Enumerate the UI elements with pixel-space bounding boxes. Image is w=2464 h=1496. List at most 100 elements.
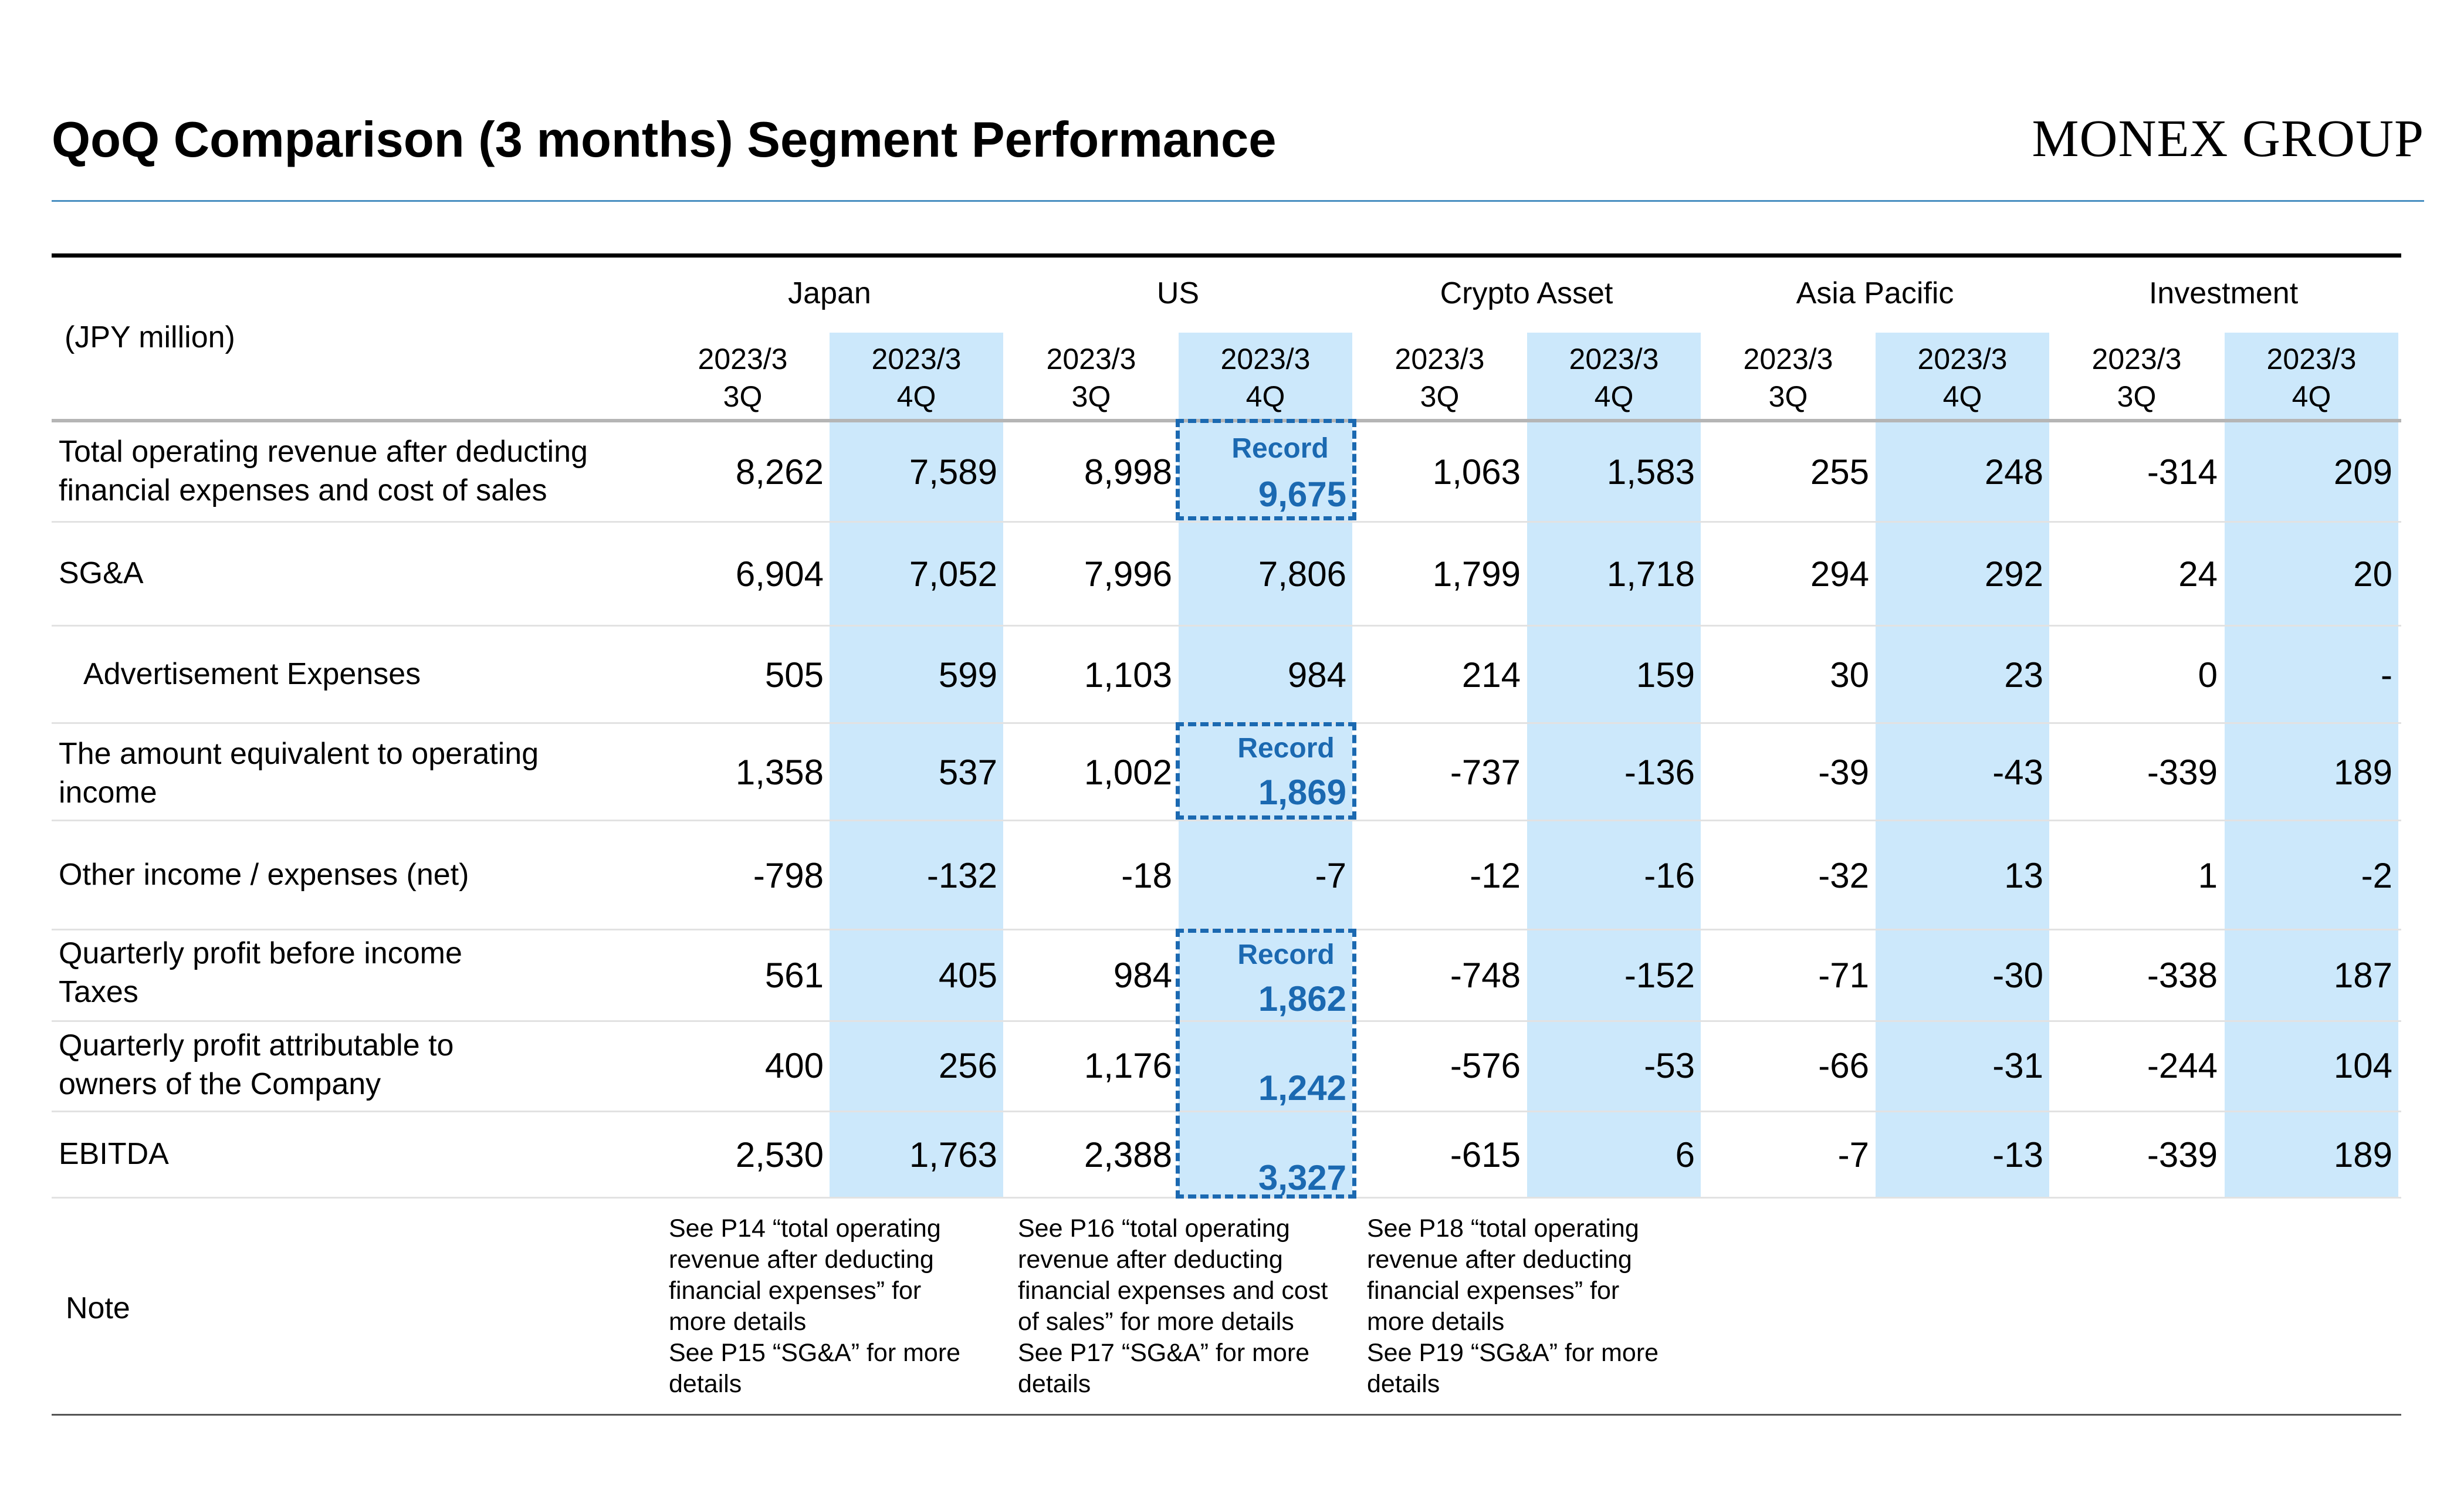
page-title: QoQ Comparison (3 months) Segment Perfor… bbox=[52, 112, 1277, 168]
table-cell: 255 bbox=[1810, 452, 1869, 492]
period-header: 2023/3 3Q bbox=[698, 343, 788, 413]
period-header: 2023/3 3Q bbox=[1395, 343, 1485, 413]
note-us: See P16 “total operating revenue after d… bbox=[1018, 1214, 1328, 1398]
table-cell: 104 bbox=[2333, 1046, 2392, 1085]
period-header: 2023/3 3Q bbox=[1743, 343, 1833, 413]
table-cell: 984 bbox=[1287, 655, 1346, 695]
table-cell: -31 bbox=[1992, 1046, 2043, 1085]
table-cell: 505 bbox=[764, 655, 824, 695]
table-cell: 8,998 bbox=[1084, 452, 1172, 492]
table-cell: -7 bbox=[1837, 1135, 1869, 1175]
table-cell: -737 bbox=[1450, 753, 1521, 792]
note-crypto-asset: See P18 “total operating revenue after d… bbox=[1367, 1214, 1659, 1398]
segment-header-us: US bbox=[1156, 276, 1200, 310]
table-cell: 189 bbox=[2333, 1135, 2392, 1175]
table-cell: 1 bbox=[2198, 856, 2218, 895]
table-cell: 20 bbox=[2353, 554, 2392, 594]
segment-header-crypto-asset: Crypto Asset bbox=[1440, 276, 1613, 310]
table-cell: 30 bbox=[1830, 655, 1869, 695]
table-cell: 0 bbox=[2198, 655, 2218, 695]
record-value: 1,862 bbox=[1258, 979, 1346, 1018]
table-cell: -39 bbox=[1818, 753, 1869, 792]
table-cell: 537 bbox=[938, 753, 997, 792]
title-divider bbox=[52, 200, 2424, 202]
table-cell: -136 bbox=[1624, 753, 1695, 792]
table-cell: 400 bbox=[764, 1046, 824, 1085]
table-cell: 1,176 bbox=[1084, 1046, 1172, 1085]
table-cell: 561 bbox=[764, 956, 824, 995]
table-cell: -30 bbox=[1992, 956, 2043, 995]
table-cell: -43 bbox=[1992, 753, 2043, 792]
table-cell: 24 bbox=[2178, 554, 2218, 594]
table-cell: 7,052 bbox=[909, 554, 997, 594]
row-divider bbox=[52, 820, 2401, 821]
table-cell: 159 bbox=[1636, 655, 1695, 695]
row-label-other-income-expenses: Other income / expenses (net) bbox=[59, 858, 469, 892]
note-label: Note bbox=[66, 1291, 130, 1325]
table-cell: 6 bbox=[1675, 1135, 1695, 1175]
row-label-advertisement-expenses: Advertisement Expenses bbox=[83, 657, 421, 691]
row-divider bbox=[52, 521, 2401, 523]
table-cell: 984 bbox=[1113, 956, 1172, 995]
table-cell: -244 bbox=[2147, 1046, 2218, 1085]
table-cell: -132 bbox=[926, 856, 997, 895]
table-cell: -13 bbox=[1992, 1135, 2043, 1175]
investment-4q-highlight bbox=[2225, 333, 2398, 1198]
table-cell: 23 bbox=[2004, 655, 2043, 695]
period-header: 2023/3 3Q bbox=[2091, 343, 2182, 413]
period-header: 2023/3 4Q bbox=[1569, 343, 1659, 413]
row-divider bbox=[52, 625, 2401, 627]
table-cell: -32 bbox=[1818, 856, 1869, 895]
record-box-operating-income bbox=[1176, 722, 1356, 820]
japan-4q-highlight bbox=[830, 333, 1003, 1198]
table-cell: -2 bbox=[2361, 856, 2392, 895]
table-cell: 292 bbox=[1984, 554, 2043, 594]
table-cell: 8,262 bbox=[735, 452, 824, 492]
row-label-profit-attributable: Quarterly profit attributable to owners o… bbox=[59, 1028, 454, 1101]
table-cell: 1,002 bbox=[1084, 753, 1172, 792]
row-divider bbox=[52, 1020, 2401, 1022]
record-value: 1,869 bbox=[1258, 773, 1346, 812]
row-label-operating-income: The amount equivalent to operating income bbox=[59, 737, 539, 810]
table-cell: 13 bbox=[2004, 856, 2043, 895]
table-cell: 294 bbox=[1810, 554, 1869, 594]
monex-group-logo: MONEX GROUP bbox=[2032, 110, 2424, 168]
row-label-total-operating-revenue: Total operating revenue after deducting f… bbox=[59, 435, 588, 507]
period-header: 2023/3 4Q bbox=[871, 343, 962, 413]
table-cell: -53 bbox=[1644, 1046, 1695, 1085]
crypto-4q-highlight bbox=[1527, 333, 1701, 1198]
table-cell: 256 bbox=[938, 1046, 997, 1085]
record-value: 3,327 bbox=[1258, 1158, 1346, 1197]
period-header: 2023/3 4Q bbox=[1917, 343, 2008, 413]
table-cell: 1,799 bbox=[1432, 554, 1521, 594]
segment-header-japan: Japan bbox=[788, 276, 871, 310]
record-box-profit-ebitda bbox=[1176, 929, 1356, 1199]
table-cell: 2,388 bbox=[1084, 1135, 1172, 1175]
record-box-operating-revenue bbox=[1176, 419, 1356, 520]
table-cell: -16 bbox=[1644, 856, 1695, 895]
row-divider bbox=[52, 1111, 2401, 1112]
us-4q-highlight bbox=[1179, 333, 1352, 1198]
table-cell: 248 bbox=[1984, 452, 2043, 492]
asia-pacific-4q-highlight bbox=[1876, 333, 2049, 1198]
table-cell: 7,996 bbox=[1084, 554, 1172, 594]
table-cell: -152 bbox=[1624, 956, 1695, 995]
table-cell: 405 bbox=[938, 956, 997, 995]
period-header: 2023/3 4Q bbox=[2266, 343, 2357, 413]
segment-header-asia-pacific: Asia Pacific bbox=[1796, 276, 1954, 310]
table-cell: -71 bbox=[1818, 956, 1869, 995]
table-cell: 187 bbox=[2333, 956, 2392, 995]
segment-header-investment: Investment bbox=[2148, 276, 2299, 310]
table-cell: -7 bbox=[1315, 856, 1346, 895]
record-label: Record bbox=[1231, 433, 1329, 464]
table-cell: -615 bbox=[1450, 1135, 1521, 1175]
table-cell: 599 bbox=[938, 655, 997, 695]
table-cell: 1,718 bbox=[1606, 554, 1695, 594]
table-cell: 209 bbox=[2333, 452, 2392, 492]
table-cell: 6,904 bbox=[735, 554, 824, 594]
record-value: 1,242 bbox=[1258, 1068, 1346, 1108]
table-cell: -339 bbox=[2147, 1135, 2218, 1175]
table-cell: 7,806 bbox=[1258, 554, 1346, 594]
table-cell: -748 bbox=[1450, 956, 1521, 995]
table-cell: -12 bbox=[1470, 856, 1521, 895]
